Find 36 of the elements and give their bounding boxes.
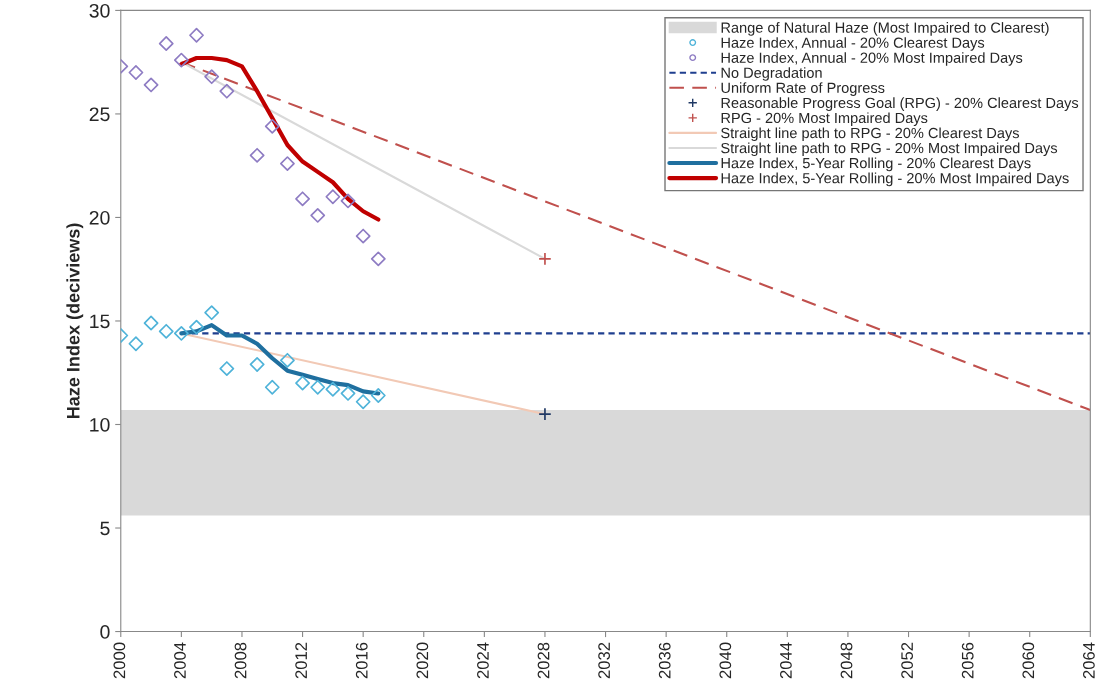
- x-tick-label: 2052: [901, 642, 913, 679]
- x-tick-label: 2004: [174, 642, 186, 679]
- x-tick-label: 2040: [719, 642, 732, 679]
- legend-label: RPG - 20% Most Impaired Days: [721, 112, 928, 126]
- legend-label: Uniform Rate of Progress: [721, 82, 885, 96]
- x-tick-label: 2060: [1022, 642, 1035, 679]
- y-tick-label: 5: [100, 521, 110, 536]
- y-tick-label: 0: [100, 625, 110, 639]
- legend-label: Range of Natural Haze (Most Impaired to Clearest): [721, 22, 1049, 36]
- x-tick-label: 2016: [355, 642, 368, 679]
- x-tick-label: 2048: [840, 642, 853, 679]
- x-tick-label: 2032: [598, 642, 611, 679]
- x-tick-label: 2024: [477, 642, 489, 679]
- legend-label: Straight line path to RPG - 20% Most Impaired Days: [721, 142, 1058, 157]
- legend-label: Haze Index, 5-Year Rolling - 20% Most Impaired Days: [721, 172, 1069, 187]
- legend-label: Straight line path to RPG - 20% Clearest Days: [721, 127, 1019, 142]
- legend-label: Reasonable Progress Goal (RPG) - 20% Clearest Days: [721, 97, 1079, 111]
- x-tick-label: 2044: [780, 642, 792, 679]
- y-tick-label: 20: [89, 210, 110, 225]
- legend-label: Haze Index, Annual - 20% Clearest Days: [721, 37, 985, 51]
- y-tick-label: 25: [89, 107, 110, 122]
- y-tick-label: 30: [89, 3, 110, 18]
- x-tick-label: 2056: [961, 642, 974, 679]
- x-tick-label: 2028: [537, 642, 550, 679]
- x-tick-label: 2036: [658, 642, 671, 679]
- y-tick-label: 10: [90, 417, 110, 432]
- legend-label: Haze Index, Annual - 20% Most Impaired Days: [721, 52, 1023, 66]
- legend-label: No Degradation: [721, 67, 822, 81]
- y-tick-label: 15: [90, 314, 110, 329]
- y-axis-title: Haze Index (deciviews): [66, 223, 84, 419]
- legend-label: Haze Index, 5-Year Rolling - 20% Clearest Days: [721, 157, 1031, 172]
- x-tick-label: 2012: [295, 642, 308, 679]
- x-tick-label: 2064: [1082, 642, 1095, 679]
- x-tick-label: 2020: [416, 642, 429, 679]
- x-tick-label: 2008: [234, 642, 247, 679]
- x-tick-label: 2000: [113, 642, 126, 679]
